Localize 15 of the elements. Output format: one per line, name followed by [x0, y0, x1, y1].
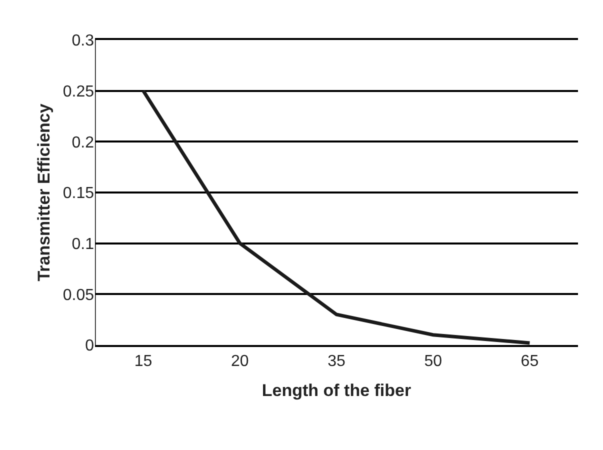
x-tick-label: 65 [520, 352, 539, 370]
y-tick-label: 0.15 [62, 185, 94, 202]
y-tick-label: 0.25 [62, 83, 94, 100]
y-tick-label: 0.2 [72, 134, 94, 152]
y-tick-label: 0.1 [72, 236, 94, 253]
x-axis-title: Length of the fiber [262, 380, 412, 400]
y-tick-label: 0.05 [62, 286, 94, 304]
line-series [142, 89, 532, 345]
x-tick-label: 15 [134, 352, 152, 370]
y-axis-title: Transmitter Efficiency [34, 103, 54, 282]
x-tick-label: 20 [231, 352, 249, 370]
x-tick-label: 35 [328, 352, 346, 370]
x-tick-label: 50 [424, 352, 442, 370]
y-tick-label: 0.3 [72, 32, 94, 50]
y-tick-label: 0 [85, 338, 94, 355]
